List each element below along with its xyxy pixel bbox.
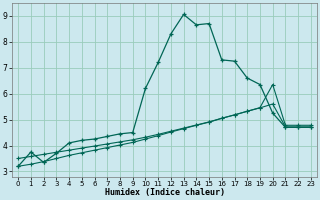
X-axis label: Humidex (Indice chaleur): Humidex (Indice chaleur) xyxy=(105,188,225,197)
